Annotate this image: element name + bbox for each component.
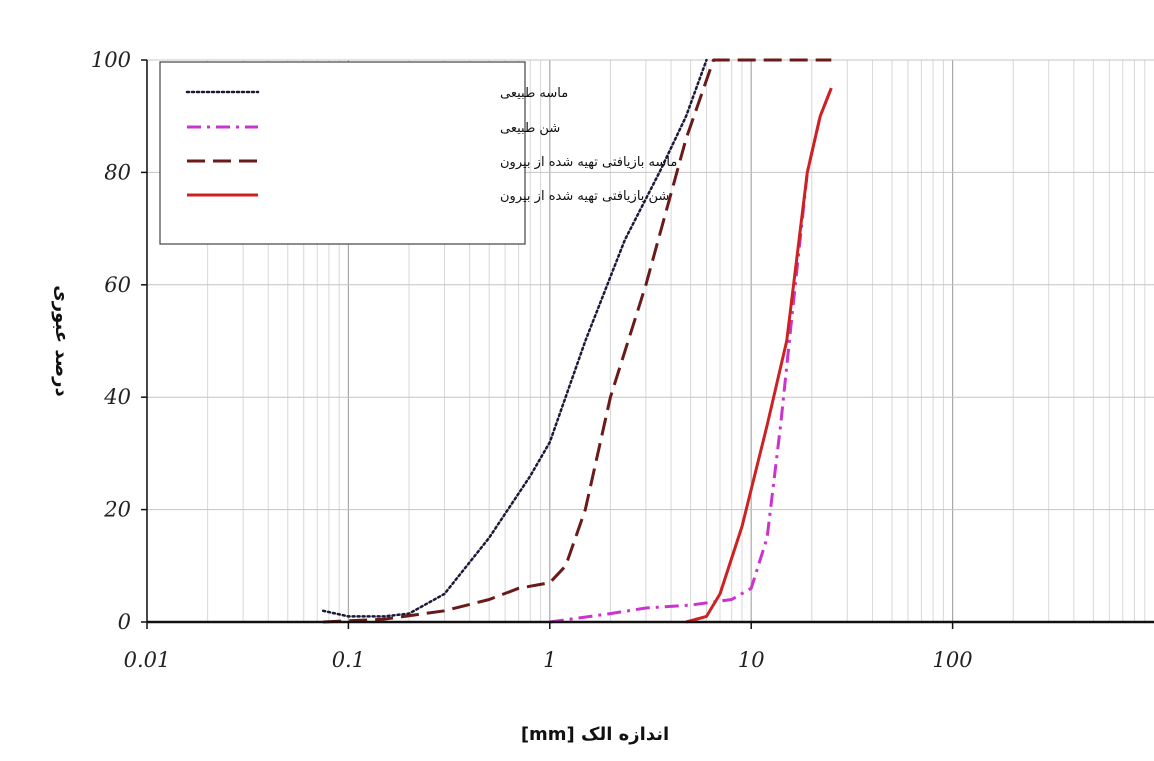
legend-items: ماسه طبیعی شن طبیعی ماسه بازیافتی تهیه شده…: [185, 86, 677, 204]
axes: [146, 60, 1154, 624]
x-tick-label: 100: [933, 648, 973, 672]
series-line-2: [549, 87, 833, 624]
legend-label: ماسه بازیافتی تهیه شده از بیرون: [500, 155, 677, 170]
legend-label: ماسه طبیعی: [500, 86, 568, 101]
legend: ماسه طبیعی شن طبیعی ماسه بازیافتی تهیه شده…: [159, 61, 677, 245]
y-tick-label: 0: [118, 610, 131, 634]
series-line-3: [323, 58, 832, 624]
x-tick-label: 0.1: [332, 648, 365, 672]
x-tick-label: 1: [543, 648, 556, 672]
y-tick-label: 20: [103, 498, 131, 522]
series-line-4: [685, 87, 833, 624]
y-tick-label: 60: [104, 273, 131, 297]
tick-labels: 0 20 40 60 80 100 0.01 0.1 1 10 100: [91, 48, 973, 672]
x-tick-label: 10: [738, 648, 765, 672]
legend-label: شن بازیافتی تهیه شده از بیرون: [500, 189, 669, 204]
series-lines: [321, 58, 833, 624]
y-axis-title: درصد عبوری: [51, 285, 72, 396]
legend-label: شن طبیعی: [500, 121, 560, 136]
x-tick-label: 0.01: [124, 648, 171, 672]
x-axis-title: [mm] اندازه الک: [521, 724, 669, 745]
legend-box: [159, 61, 526, 245]
y-tick-label: 100: [91, 48, 131, 72]
y-tick-label: 40: [103, 385, 131, 409]
series-line-1: [321, 58, 708, 618]
y-tick-label: 80: [104, 160, 131, 184]
